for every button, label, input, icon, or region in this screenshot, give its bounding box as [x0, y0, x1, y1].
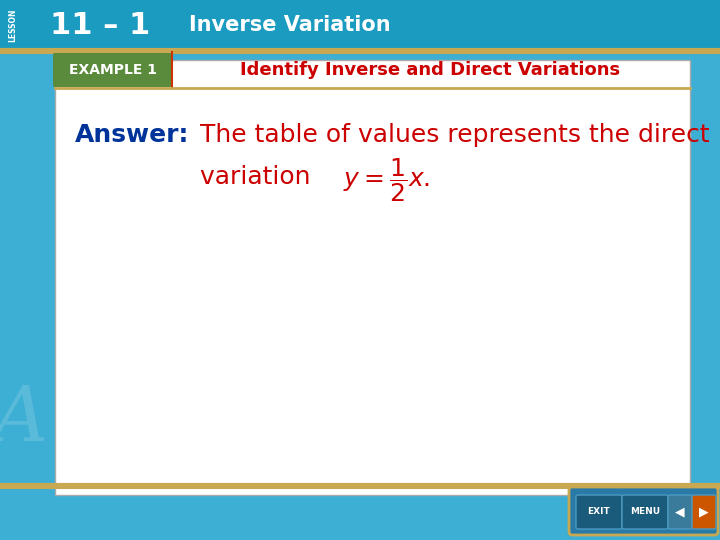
- FancyBboxPatch shape: [55, 60, 690, 495]
- Text: The table of values represents the direct: The table of values represents the direc…: [200, 123, 710, 147]
- Text: $y = \dfrac{1}{2}x.$: $y = \dfrac{1}{2}x.$: [343, 156, 430, 204]
- FancyBboxPatch shape: [0, 0, 720, 50]
- Text: EXIT: EXIT: [588, 508, 611, 516]
- Text: ◀: ◀: [675, 505, 685, 518]
- Text: A: A: [0, 383, 48, 457]
- FancyBboxPatch shape: [569, 487, 718, 535]
- Text: MENU: MENU: [630, 508, 660, 516]
- FancyBboxPatch shape: [53, 53, 172, 87]
- Text: 11 – 1: 11 – 1: [50, 10, 150, 39]
- Text: ▶: ▶: [699, 505, 708, 518]
- Text: variation: variation: [200, 165, 318, 189]
- Text: Inverse Variation: Inverse Variation: [189, 15, 391, 35]
- FancyBboxPatch shape: [692, 495, 716, 529]
- Text: Identify Inverse and Direct Variations: Identify Inverse and Direct Variations: [240, 61, 620, 79]
- FancyBboxPatch shape: [668, 495, 692, 529]
- FancyBboxPatch shape: [622, 495, 668, 529]
- FancyBboxPatch shape: [576, 495, 622, 529]
- Text: EXAMPLE 1: EXAMPLE 1: [69, 63, 157, 77]
- Text: LESSON: LESSON: [9, 8, 17, 42]
- Text: Answer:: Answer:: [75, 123, 189, 147]
